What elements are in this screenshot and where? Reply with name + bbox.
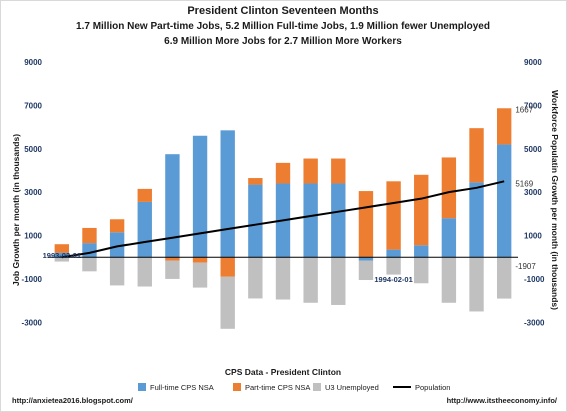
full-time-cps-nsa-bar <box>386 249 401 258</box>
y-axis-left: -3000 -1000 1000 3000 5000 7000 9000 <box>22 58 43 327</box>
footer-left-url: http://anxietea2016.blogspot.com/ <box>12 396 134 405</box>
y-axis-right: -3000 -1000 1000 3000 5000 7000 9000 <box>524 58 545 327</box>
part-time-cps-nsa-bar <box>469 128 484 183</box>
full-time-cps-nsa-bar <box>414 245 429 258</box>
part-time-cps-nsa-bar <box>82 227 97 244</box>
population-line <box>61 180 505 259</box>
u3-unemployed-bar <box>82 257 97 272</box>
part-time-cps-nsa-bar <box>275 162 291 184</box>
part-time-cps-nsa-bar <box>137 188 152 202</box>
legend-label: U3 Unemployed <box>325 383 379 392</box>
chart-title: President Clinton Seventeen Months <box>187 5 378 17</box>
y-tick-label: -3000 <box>22 318 43 327</box>
part-time-cps-nsa-bar <box>192 257 208 263</box>
y-axis-label: Job Growth per month (in thousands) <box>11 134 21 286</box>
part-time-cps-nsa-bar <box>248 178 263 185</box>
part-time-cps-nsa-bar <box>109 219 125 233</box>
y-tick-label: 5000 <box>24 145 42 154</box>
y2-tick-label: -1000 <box>524 275 545 284</box>
y2-tick-label: 7000 <box>524 101 542 110</box>
part-time-cps-nsa-bar <box>441 157 457 219</box>
u3-unemployed-bar <box>220 276 235 329</box>
full-time-cps-nsa-bar <box>248 184 263 258</box>
u3-unemployed-bar <box>496 257 512 299</box>
u3-unemployed-bar <box>192 262 208 288</box>
u3-unemployed-bar <box>109 257 125 286</box>
u3-unemployed-bar <box>469 257 484 312</box>
part-time-cps-nsa-bar <box>165 257 180 261</box>
u3-unemployed-bar <box>248 257 263 299</box>
y-tick-label: -1000 <box>22 275 43 284</box>
annotation-label: -1907 <box>515 262 536 271</box>
annotation-label: 5169 <box>515 179 533 188</box>
x-axis-label: CPS Data - President Clinton <box>225 367 341 377</box>
u3-unemployed-bar <box>303 257 318 303</box>
u3-unemployed-bar <box>331 257 346 305</box>
full-time-cps-nsa-bar <box>441 218 457 258</box>
part-time-cps-nsa-bar <box>386 181 401 250</box>
legend-swatch <box>138 383 146 391</box>
y2-axis-label: Workforce Populatin Growth per month (in… <box>550 90 560 310</box>
y2-tick-label: 1000 <box>524 232 542 241</box>
full-time-cps-nsa-bar <box>331 183 346 258</box>
u3-unemployed-bar <box>358 260 374 281</box>
legend: Full-time CPS NSA Part-time CPS NSA U3 Une… <box>138 383 450 392</box>
u3-unemployed-bar <box>165 260 180 279</box>
full-time-cps-nsa-bar <box>496 144 512 258</box>
full-time-cps-nsa-bar <box>54 252 70 258</box>
bars <box>54 108 512 329</box>
full-time-cps-nsa-bar <box>358 257 374 261</box>
y2-tick-label: 9000 <box>524 58 542 67</box>
y-tick-label: 3000 <box>24 188 42 197</box>
legend-label: Full-time CPS NSA <box>150 383 214 392</box>
legend-label: Population <box>415 383 450 392</box>
u3-unemployed-bar <box>441 257 457 303</box>
full-time-cps-nsa-bar <box>137 201 152 258</box>
part-time-cps-nsa-bar <box>303 158 318 184</box>
full-time-cps-nsa-bar <box>303 183 318 258</box>
full-time-cps-nsa-bar <box>469 182 484 258</box>
y-tick-label: 9000 <box>24 58 42 67</box>
annotation-label: 1667 <box>515 106 533 115</box>
y-tick-label: 7000 <box>24 101 42 110</box>
u3-unemployed-bar <box>137 257 152 287</box>
u3-unemployed-bar <box>414 257 429 284</box>
u3-unemployed-bar <box>386 257 401 275</box>
footer-right-url: http://www.itstheeconomy.info/ <box>447 396 558 405</box>
part-time-cps-nsa-bar <box>220 257 235 277</box>
y2-tick-label: 5000 <box>524 145 542 154</box>
part-time-cps-nsa-bar <box>414 174 429 246</box>
y-tick-label: 1000 <box>24 232 42 241</box>
annotation-label: 1994-02-01 <box>374 275 412 284</box>
u3-unemployed-bar <box>54 257 70 262</box>
part-time-cps-nsa-bar <box>496 108 512 145</box>
part-time-cps-nsa-bar <box>54 244 70 253</box>
full-time-cps-nsa-bar <box>109 232 125 258</box>
full-time-cps-nsa-bar <box>165 154 180 258</box>
part-time-cps-nsa-bar <box>358 191 374 258</box>
legend-swatch <box>313 383 321 391</box>
u3-unemployed-bar <box>275 257 291 300</box>
y2-tick-label: 3000 <box>524 188 542 197</box>
chart-subtitle-1: 1.7 Million New Part-time Jobs, 5.2 Mill… <box>76 21 490 32</box>
full-time-cps-nsa-bar <box>220 130 235 258</box>
y2-tick-label: -3000 <box>524 318 545 327</box>
annotation-label: 1993-02-01 <box>43 251 81 260</box>
legend-label: Part-time CPS NSA <box>245 383 310 392</box>
annotations: 1993-02-01 1994-02-01 1667 5169 -1907 <box>43 106 537 284</box>
chart-subtitle-2: 6.9 Million More Jobs for 2.7 Million Mo… <box>164 36 402 47</box>
full-time-cps-nsa-bar <box>192 135 208 258</box>
legend-swatch <box>233 383 241 391</box>
part-time-cps-nsa-bar <box>331 158 346 184</box>
population-line-group <box>61 180 505 259</box>
full-time-cps-nsa-bar <box>82 243 97 258</box>
